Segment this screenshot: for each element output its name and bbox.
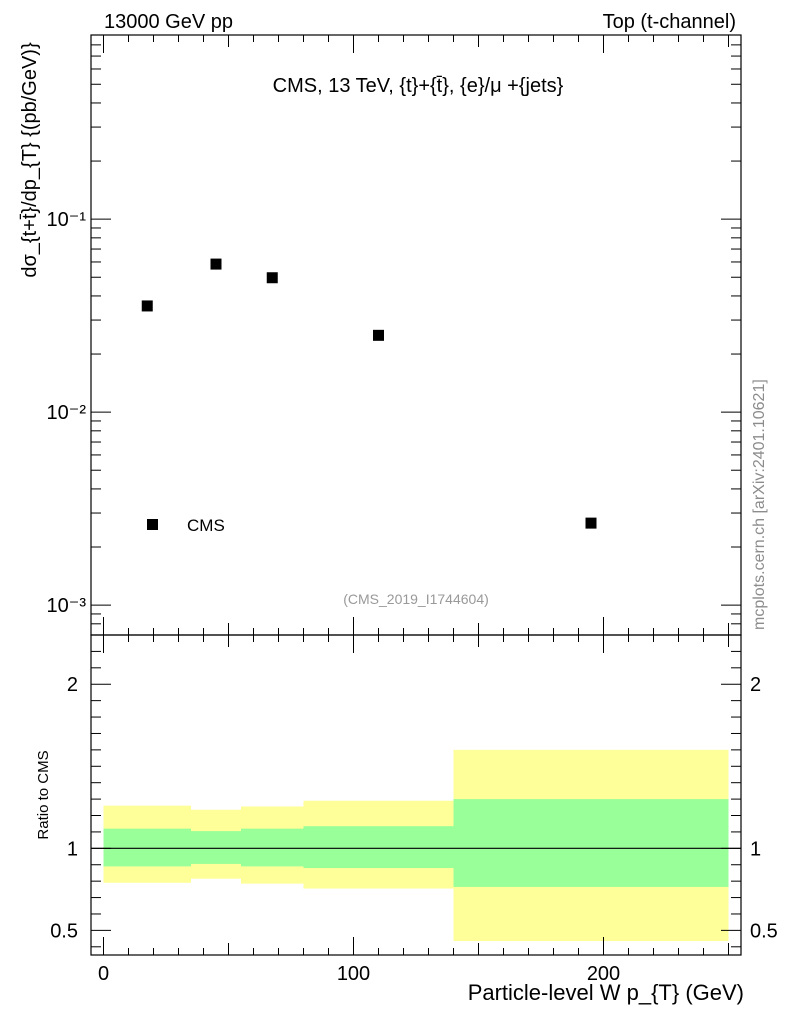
ratio-y-tick-label-left: 1	[67, 838, 78, 860]
inner-band-3	[303, 826, 454, 869]
ratio-y-tick-label-right: 0.5	[750, 920, 778, 942]
ratio-y-tick-label-left: 2	[67, 674, 78, 696]
inner-band-0	[103, 828, 191, 867]
y-tick-label-1: 10⁻²	[47, 402, 87, 424]
x-tick-label-200: 200	[587, 963, 620, 985]
data-point-2	[266, 272, 278, 284]
inner-band-4	[453, 799, 729, 887]
inner-band-2	[241, 828, 304, 867]
chart-title: CMS, 13 TeV, {t}+{t̄}, {e}/μ +{jets}	[273, 75, 564, 97]
x-axis-label: Particle-level W p_{T} (GeV)	[468, 980, 744, 1005]
legend-entry-cms: CMS	[187, 516, 225, 535]
y-tick-label-2: 10⁻³	[47, 595, 87, 617]
inner-band-1	[191, 831, 241, 864]
data-point-1	[210, 258, 222, 270]
x-tick-label-0: 0	[98, 963, 109, 985]
side-label: mcplots.cern.ch [arXiv:2401.10621]	[751, 379, 768, 630]
header-right: Top (t-channel)	[603, 11, 736, 33]
ratio-y-tick-label-right: 1	[750, 838, 761, 860]
data-point-4	[585, 517, 597, 529]
ratio-y-tick-label-left: 0.5	[50, 920, 78, 942]
y-axis-label: dσ_{t+t̄}/dp_{T} {(pb/GeV)}	[19, 42, 41, 278]
ratio-y-axis-label: Ratio to CMS	[35, 750, 52, 839]
ratio-frame	[90, 634, 742, 956]
data-point-3	[373, 329, 384, 341]
header-left: 13000 GeV pp	[104, 11, 233, 33]
data-point-0	[141, 300, 153, 312]
y-tick-label-0: 10⁻¹	[47, 209, 87, 231]
x-tick-label-100: 100	[337, 963, 370, 985]
analysis-watermark: (CMS_2019_I1744604)	[343, 591, 489, 607]
top-frame	[90, 34, 742, 636]
legend-marker	[147, 519, 158, 530]
top-panel: 10⁻¹ 10⁻² 10⁻³	[47, 34, 742, 636]
ratio-y-tick-label-right: 2	[750, 674, 761, 696]
ratio-panel: 0 100 200 0.5 0.5 1 1 2 2	[50, 634, 778, 985]
